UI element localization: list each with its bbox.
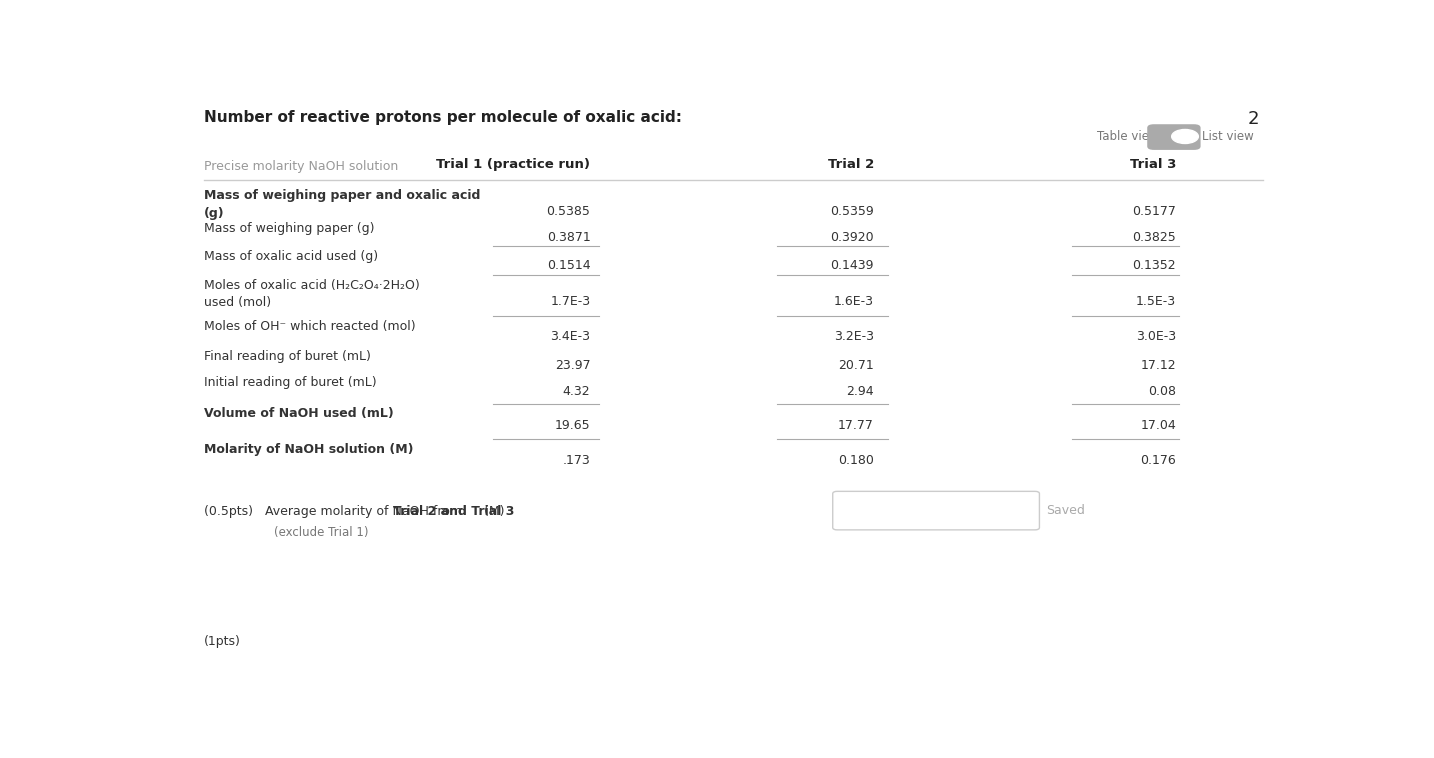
Text: .173: .173 [562, 454, 591, 467]
Text: Volume of NaOH used (mL): Volume of NaOH used (mL) [204, 407, 393, 420]
Text: 3.0E-3: 3.0E-3 [1136, 330, 1176, 343]
FancyBboxPatch shape [833, 491, 1040, 530]
Text: 1.5E-3: 1.5E-3 [1136, 295, 1176, 309]
Text: 2: 2 [1248, 110, 1259, 128]
Text: Mass of oxalic acid used (g): Mass of oxalic acid used (g) [204, 249, 377, 263]
Text: Trial 3: Trial 3 [1130, 158, 1176, 171]
Text: 3.4E-3: 3.4E-3 [551, 330, 591, 343]
Text: Trial 2: Trial 2 [827, 158, 873, 171]
Text: 0.5385: 0.5385 [546, 205, 591, 218]
Text: 0.5177: 0.5177 [1133, 205, 1176, 218]
Text: 0.3920: 0.3920 [830, 231, 873, 244]
Text: List view: List view [1202, 130, 1253, 143]
Text: 20.71: 20.71 [837, 359, 873, 372]
Text: (0.5pts)   Average molarity of NaOH from: (0.5pts) Average molarity of NaOH from [204, 506, 466, 518]
Text: Initial reading of buret (mL): Initial reading of buret (mL) [204, 376, 376, 389]
Text: (M): (M) [480, 506, 505, 518]
Text: Trial 2 and Trial 3: Trial 2 and Trial 3 [393, 506, 515, 518]
Text: 4.32: 4.32 [562, 384, 591, 397]
Text: Moles of oxalic acid (H₂C₂O₄·2H₂O)
used (mol): Moles of oxalic acid (H₂C₂O₄·2H₂O) used … [204, 279, 420, 309]
Text: 0.5359: 0.5359 [830, 205, 873, 218]
Text: 19.65: 19.65 [555, 419, 591, 432]
Text: 1.6E-3: 1.6E-3 [833, 295, 873, 309]
Text: Molarity of NaOH solution (M): Molarity of NaOH solution (M) [204, 443, 413, 456]
Text: Moles of OH⁻ which reacted (mol): Moles of OH⁻ which reacted (mol) [204, 320, 416, 333]
Text: 0.3825: 0.3825 [1133, 231, 1176, 244]
Text: 0.178: 0.178 [906, 503, 946, 518]
Text: 0.180: 0.180 [837, 454, 873, 467]
Text: Precise molarity NaOH solution: Precise molarity NaOH solution [204, 160, 399, 173]
Text: Table view: Table view [1097, 130, 1159, 143]
Text: 0.1439: 0.1439 [830, 259, 873, 272]
Text: 0.1352: 0.1352 [1133, 259, 1176, 272]
Text: Mass of weighing paper and oxalic acid
(g): Mass of weighing paper and oxalic acid (… [204, 189, 480, 220]
FancyBboxPatch shape [1147, 124, 1200, 150]
Text: 0.08: 0.08 [1149, 384, 1176, 397]
Text: (exclude Trial 1): (exclude Trial 1) [274, 526, 369, 539]
Text: Final reading of buret (mL): Final reading of buret (mL) [204, 350, 370, 363]
Text: 17.12: 17.12 [1140, 359, 1176, 372]
Circle shape [1172, 130, 1199, 143]
Text: 0.176: 0.176 [1140, 454, 1176, 467]
Text: (1pts): (1pts) [204, 635, 241, 648]
Text: 3.2E-3: 3.2E-3 [833, 330, 873, 343]
Text: 17.77: 17.77 [837, 419, 873, 432]
Text: Trial 1 (practice run): Trial 1 (practice run) [436, 158, 591, 171]
Text: 2.94: 2.94 [846, 384, 873, 397]
Text: 0.1514: 0.1514 [546, 259, 591, 272]
Text: Saved: Saved [1047, 504, 1086, 517]
Text: 23.97: 23.97 [555, 359, 591, 372]
Text: 17.04: 17.04 [1140, 419, 1176, 432]
Text: 1.7E-3: 1.7E-3 [551, 295, 591, 309]
Text: Mass of weighing paper (g): Mass of weighing paper (g) [204, 222, 374, 235]
Text: 0.3871: 0.3871 [546, 231, 591, 244]
Text: Number of reactive protons per molecule of oxalic acid:: Number of reactive protons per molecule … [204, 110, 681, 125]
